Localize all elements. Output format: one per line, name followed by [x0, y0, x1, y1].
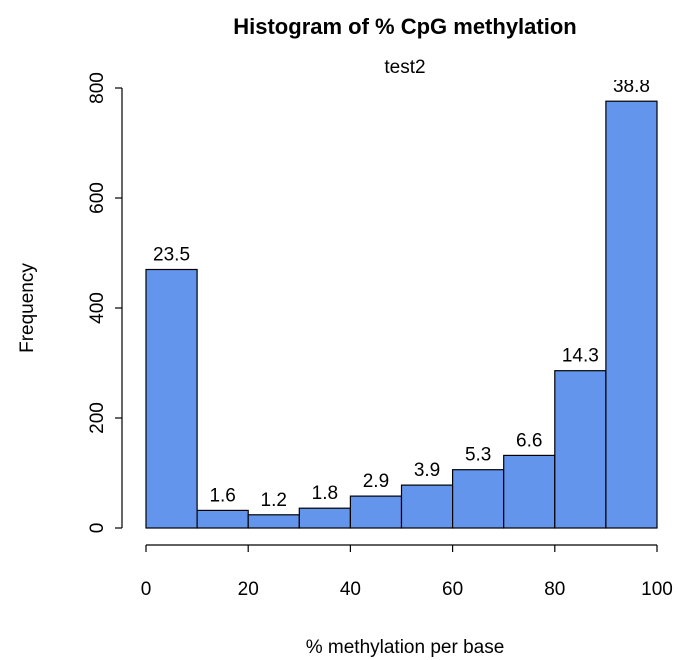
y-axis-label: Frequency: [17, 263, 38, 353]
x-axis-label: % methylation per base: [306, 637, 505, 658]
bar-percentage-label: 14.3: [562, 346, 599, 367]
bar-percentage-label: 2.9: [363, 471, 389, 492]
bar: [298, 507, 351, 529]
bar-percentage-label: 1.6: [209, 485, 235, 506]
bar-percentage-label: 1.2: [261, 490, 287, 511]
y-tick-label: 600: [87, 182, 108, 214]
bar-percentage-label: 38.8: [613, 76, 650, 97]
bar: [145, 268, 198, 529]
chart-subtitle: test2: [384, 57, 425, 78]
bar-percentage-label: 5.3: [465, 445, 491, 466]
x-tick-label: 40: [340, 579, 361, 600]
x-tick-label: 0: [141, 579, 152, 600]
x-tick-label: 20: [238, 579, 259, 600]
bar-percentage-label: 23.5: [153, 245, 190, 266]
plot-area: 23.5 1.6 1.2 1.8 2.9 3.9 5.3 6.6 14.3 38.8: [145, 76, 658, 529]
bar-percentage-label: 3.9: [414, 460, 440, 481]
bar: [196, 509, 249, 529]
bar: [452, 469, 505, 529]
y-tick-label: 800: [87, 72, 108, 104]
bar: [400, 484, 454, 529]
x-tick-label: 60: [442, 579, 463, 600]
bar: [605, 100, 658, 529]
y-tick-label: 400: [87, 292, 108, 324]
y-tick-label: 0: [87, 523, 108, 534]
bar: [554, 370, 607, 529]
bar: [503, 454, 556, 529]
bar: [247, 514, 300, 529]
chart-title: Histogram of % CpG methylation: [233, 14, 576, 39]
y-tick-label: 200: [87, 402, 108, 434]
x-tick-label: 100: [641, 579, 673, 600]
bar: [349, 495, 403, 529]
bar-percentage-label: 1.8: [312, 483, 338, 504]
x-tick-label: 80: [544, 579, 565, 600]
bar-percentage-label: 6.6: [516, 430, 542, 451]
